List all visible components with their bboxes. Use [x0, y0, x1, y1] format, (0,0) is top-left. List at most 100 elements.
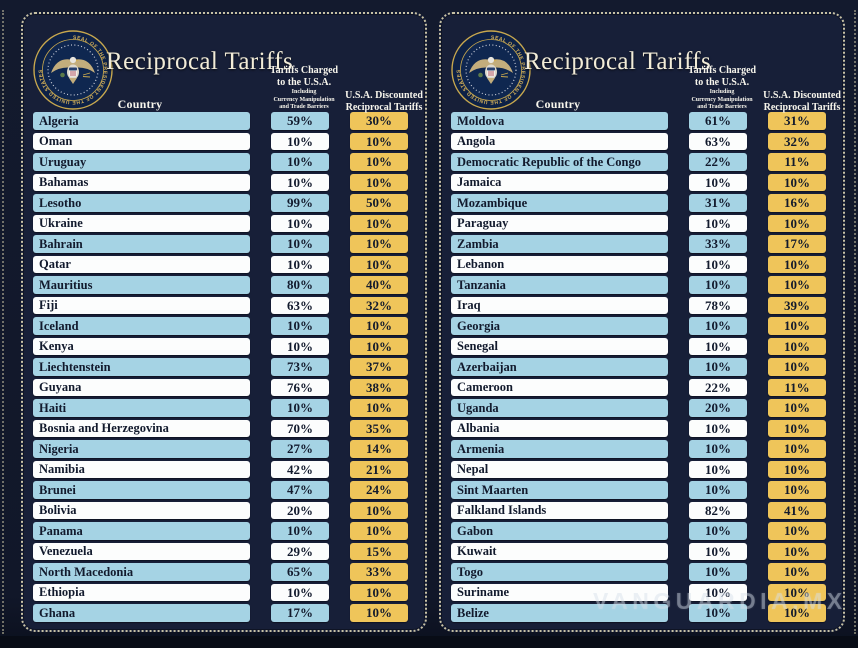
charged-cell: 29%	[271, 542, 329, 560]
country-cell: Guyana	[33, 378, 250, 396]
charged-cell: 10%	[271, 583, 329, 601]
charged-cell: 27%	[271, 440, 329, 458]
country-cell: Georgia	[451, 317, 668, 335]
table-row: Mozambique 31% 16%	[451, 194, 826, 212]
country-cell: Mozambique	[451, 194, 668, 212]
table-row: Sint Maarten 10% 10%	[451, 481, 826, 499]
discounted-column-header: U.S.A. Discounted Reciprocal Tariffs	[740, 90, 858, 114]
country-cell: Oman	[33, 132, 250, 150]
discounted-header-line: U.S.A. Discounted	[345, 90, 423, 101]
table-row: Ukraine 10% 10%	[33, 214, 408, 232]
table-row: Kenya 10% 10%	[33, 337, 408, 355]
discounted-cell: 17%	[768, 235, 826, 253]
country-column-header: Country	[535, 97, 581, 111]
charged-cell: 61%	[689, 112, 747, 130]
country-cell: Fiji	[33, 296, 250, 314]
left-edge-dotted-line	[2, 10, 4, 634]
discounted-cell: 32%	[768, 132, 826, 150]
country-cell: Liechtenstein	[33, 358, 250, 376]
table-row: Jamaica 10% 10%	[451, 173, 826, 191]
charged-cell: 10%	[271, 173, 329, 191]
presidential-seal-icon: SEAL OF THE PRESIDENT OF THE UNITED STAT…	[33, 30, 113, 110]
charged-cell: 10%	[689, 337, 747, 355]
country-cell: Armenia	[451, 440, 668, 458]
charged-cell: 10%	[689, 214, 747, 232]
table-row: Bahamas 10% 10%	[33, 173, 408, 191]
table-row: Qatar 10% 10%	[33, 255, 408, 273]
tariff-table: Moldova 61% 31% Angola 63% 32% Democratic Repu…	[441, 112, 843, 622]
country-cell: Nepal	[451, 460, 668, 478]
charged-cell: 99%	[271, 194, 329, 212]
charged-cell: 10%	[271, 317, 329, 335]
discounted-cell: 10%	[768, 481, 826, 499]
country-cell: Brunei	[33, 481, 250, 499]
table-row: Fiji 63% 32%	[33, 296, 408, 314]
tariff-panel-left: SEAL OF THE PRESIDENT OF THE UNITED STAT…	[21, 12, 427, 632]
discounted-cell: 35%	[350, 419, 408, 437]
charged-cell: 59%	[271, 112, 329, 130]
table-row: Liechtenstein 73% 37%	[33, 358, 408, 376]
table-row: Zambia 33% 17%	[451, 235, 826, 253]
discounted-cell: 10%	[768, 358, 826, 376]
charged-cell: 10%	[271, 235, 329, 253]
country-cell: Albania	[451, 419, 668, 437]
charged-header-line: to the U.S.A.	[694, 77, 750, 88]
country-cell: Kenya	[33, 337, 250, 355]
panel-header: SEAL OF THE PRESIDENT OF THE UNITED STAT…	[441, 14, 843, 113]
discounted-cell: 10%	[350, 583, 408, 601]
country-cell: Iraq	[451, 296, 668, 314]
charged-column-header: Tariffs Charged to the U.S.A. Including …	[242, 65, 366, 112]
table-row: Guyana 76% 38%	[33, 378, 408, 396]
country-cell: North Macedonia	[33, 563, 250, 581]
charged-cell: 10%	[271, 337, 329, 355]
charged-cell: 76%	[271, 378, 329, 396]
discounted-cell: 24%	[350, 481, 408, 499]
table-row: Angola 63% 32%	[451, 132, 826, 150]
charged-cell: 17%	[271, 604, 329, 622]
charged-cell: 10%	[689, 460, 747, 478]
discounted-cell: 10%	[768, 440, 826, 458]
charged-cell: 10%	[271, 399, 329, 417]
country-cell: Lesotho	[33, 194, 250, 212]
bottom-strip	[0, 636, 858, 648]
charged-cell: 78%	[689, 296, 747, 314]
eagle-icon	[469, 56, 513, 84]
charged-cell: 82%	[689, 501, 747, 519]
discounted-cell: 30%	[350, 112, 408, 130]
country-cell: Mauritius	[33, 276, 250, 294]
discounted-cell: 10%	[768, 317, 826, 335]
discounted-cell: 11%	[768, 153, 826, 171]
tariff-panel-right: SEAL OF THE PRESIDENT OF THE UNITED STAT…	[439, 12, 845, 632]
country-cell: Algeria	[33, 112, 250, 130]
discounted-column-header: U.S.A. Discounted Reciprocal Tariffs	[322, 90, 446, 114]
panel-title: Reciprocal Tariffs	[106, 48, 294, 75]
country-cell: Cameroon	[451, 378, 668, 396]
table-row: Falkland Islands 82% 41%	[451, 501, 826, 519]
tariff-table: Algeria 59% 30% Oman 10% 10% Uruguay 10% 10% Baha…	[23, 112, 425, 622]
country-cell: Jamaica	[451, 173, 668, 191]
charged-cell: 10%	[689, 583, 747, 601]
country-cell: Bahrain	[33, 235, 250, 253]
discounted-cell: 15%	[350, 542, 408, 560]
charged-cell: 10%	[689, 481, 747, 499]
table-row: Haiti 10% 10%	[33, 399, 408, 417]
table-row: Kuwait 10% 10%	[451, 542, 826, 560]
table-row: Algeria 59% 30%	[33, 112, 408, 130]
charged-header-note: Including	[291, 89, 317, 95]
charged-header-note: Including	[709, 89, 735, 95]
discounted-cell: 10%	[768, 583, 826, 601]
discounted-header-line: Reciprocal Tariffs	[763, 102, 841, 113]
table-row: Nepal 10% 10%	[451, 460, 826, 478]
discounted-cell: 10%	[350, 604, 408, 622]
discounted-header-line: U.S.A. Discounted	[763, 90, 841, 101]
charged-cell: 65%	[271, 563, 329, 581]
discounted-cell: 10%	[768, 214, 826, 232]
charged-cell: 10%	[689, 317, 747, 335]
table-row: Oman 10% 10%	[33, 132, 408, 150]
table-row: Bosnia and Herzegovina 70% 35%	[33, 419, 408, 437]
discounted-cell: 39%	[768, 296, 826, 314]
country-cell: Haiti	[33, 399, 250, 417]
discounted-cell: 10%	[350, 399, 408, 417]
country-cell: Iceland	[33, 317, 250, 335]
